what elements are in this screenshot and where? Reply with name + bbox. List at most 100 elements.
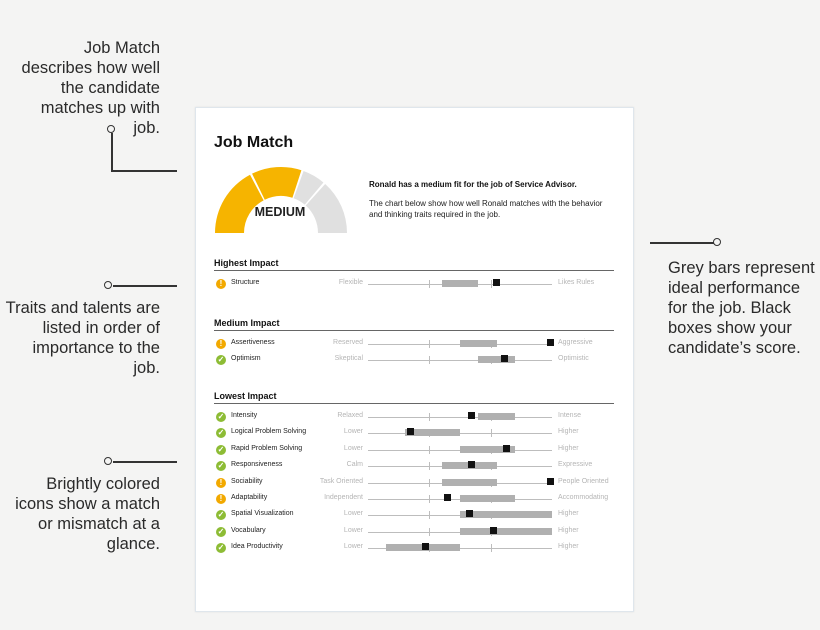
scale-tick (428, 340, 430, 348)
ideal-range-bar (441, 280, 479, 287)
fit-gauge (215, 167, 347, 233)
scale-track (368, 417, 552, 418)
scale-low-label: Lower (343, 428, 363, 436)
scale-tick (428, 527, 430, 536)
scale-track (368, 360, 552, 362)
candidate-score-marker (546, 339, 554, 346)
mismatch-warning-icon: ! (216, 477, 226, 488)
trait-row: ✓ Optimism Skeptical Optimistic (196, 352, 633, 368)
section-divider (214, 330, 614, 331)
trait-name: Idea Productivity (231, 543, 283, 551)
candidate-score-marker (467, 461, 475, 469)
scale-tick (428, 511, 430, 520)
gauge-segment-gap (293, 170, 324, 205)
trait-name: Intensity (231, 412, 258, 419)
job-match-callout: Job Match describes how well the candida… (21, 39, 160, 137)
callout-line (113, 285, 177, 287)
trait-row: ✓ Intensity Relaxed Intense (196, 409, 633, 425)
ideal-range-bar (404, 429, 460, 437)
scale-high-label: Aggressive (558, 339, 593, 346)
scale-tick (491, 429, 493, 438)
scale-high-label: Likes Rules (558, 279, 595, 286)
candidate-score-marker (546, 477, 554, 485)
grey-bars-callout: Grey bars represent ideal performance fo… (668, 259, 815, 357)
scale-high-label: Higher (558, 510, 579, 518)
scale-low-label: Lower (343, 444, 363, 452)
scale-tick (428, 462, 430, 471)
fit-summary: Ronald has a medium fit for the job of S… (369, 180, 577, 189)
scale-low-label: Skeptical (334, 355, 363, 363)
ideal-range-bar (460, 445, 516, 453)
callout-dot (104, 457, 112, 465)
trait-name: Spatial Visualization (231, 510, 294, 518)
trait-name: Responsiveness (231, 461, 283, 469)
match-check-icon: ✓ (216, 543, 226, 554)
scale-low-label: Task Oriented (319, 477, 363, 485)
scale-tick (428, 356, 430, 365)
ideal-range-bar (478, 356, 516, 364)
scale-tick (428, 413, 430, 421)
scale-tick (428, 495, 430, 503)
scale-tick (491, 280, 493, 288)
mismatch-warning-icon: ! (216, 494, 226, 504)
icons-callout: Brightly colored icons show a match or m… (15, 475, 160, 553)
scale-high-label: Higher (558, 428, 579, 436)
scale-high-label: Intense (558, 412, 581, 419)
section-title: Lowest Impact (214, 391, 277, 401)
trait-row: ! Sociability Task Oriented People Oriented (196, 475, 633, 491)
trait-name: Logical Problem Solving (231, 428, 307, 436)
scale-tick (428, 478, 430, 487)
match-check-icon: ✓ (216, 428, 226, 439)
match-check-icon: ✓ (216, 510, 226, 521)
candidate-score-marker (500, 355, 508, 363)
scale-high-label: Higher (558, 543, 579, 551)
section-title: Medium Impact (214, 318, 280, 328)
candidate-score-marker (421, 543, 429, 551)
callout-line (650, 242, 714, 244)
ideal-range-bar (478, 413, 516, 420)
scale-high-label: Optimistic (558, 355, 589, 363)
callout-dot (713, 238, 721, 246)
mismatch-warning-icon: ! (216, 339, 226, 349)
scale-high-label: People Oriented (558, 477, 609, 485)
trait-row: ! Assertiveness Reserved Aggressive (196, 336, 633, 352)
scale-low-label: Relaxed (337, 412, 363, 419)
scale-high-label: Higher (558, 444, 579, 452)
ideal-range-bar (441, 478, 497, 486)
scale-high-label: Accommodating (558, 494, 609, 501)
scale-high-label: Higher (558, 526, 579, 534)
match-check-icon: ✓ (216, 526, 226, 537)
scale-low-label: Lower (343, 526, 363, 534)
scale-low-label: Lower (343, 543, 363, 551)
candidate-score-marker (406, 428, 414, 436)
candidate-score-marker (465, 510, 473, 518)
trait-row: ✓ Logical Problem Solving Lower Higher (196, 425, 633, 441)
trait-name: Sociability (231, 477, 263, 485)
fit-description: The chart below show how well Ronald mat… (369, 199, 603, 219)
trait-row: ✓ Idea Productivity Lower Higher (196, 540, 633, 556)
scale-low-label: Independent (324, 494, 363, 501)
job-match-card: Job Match MEDIUM Ronald has a medium fit… (195, 107, 634, 612)
trait-row: ! Adaptability Independent Accommodating (196, 491, 633, 507)
card-title: Job Match (214, 134, 294, 151)
gauge-label: MEDIUM (254, 205, 306, 219)
trait-name: Optimism (231, 355, 261, 363)
candidate-score-marker (443, 494, 451, 501)
trait-name: Assertiveness (231, 339, 275, 346)
gauge-segment-medium (252, 167, 302, 200)
scale-high-label: Expressive (558, 461, 593, 469)
scale-low-label: Lower (343, 510, 363, 518)
section-title: Highest Impact (214, 258, 279, 268)
scale-tick (428, 445, 430, 454)
scale-low-label: Reserved (333, 339, 363, 346)
trait-row: ! Structure Flexible Likes Rules (196, 276, 633, 292)
trait-name: Rapid Problem Solving (231, 444, 303, 452)
ideal-range-bar (460, 340, 497, 347)
match-check-icon: ✓ (216, 461, 226, 472)
gauge-segment-low (215, 174, 264, 233)
scale-track (368, 433, 552, 435)
trait-row: ✓ Responsiveness Calm Expressive (196, 458, 633, 474)
trait-row: ✓ Spatial Visualization Lower Higher (196, 507, 633, 523)
trait-name: Adaptability (231, 494, 268, 501)
ideal-range-bar (460, 527, 552, 535)
